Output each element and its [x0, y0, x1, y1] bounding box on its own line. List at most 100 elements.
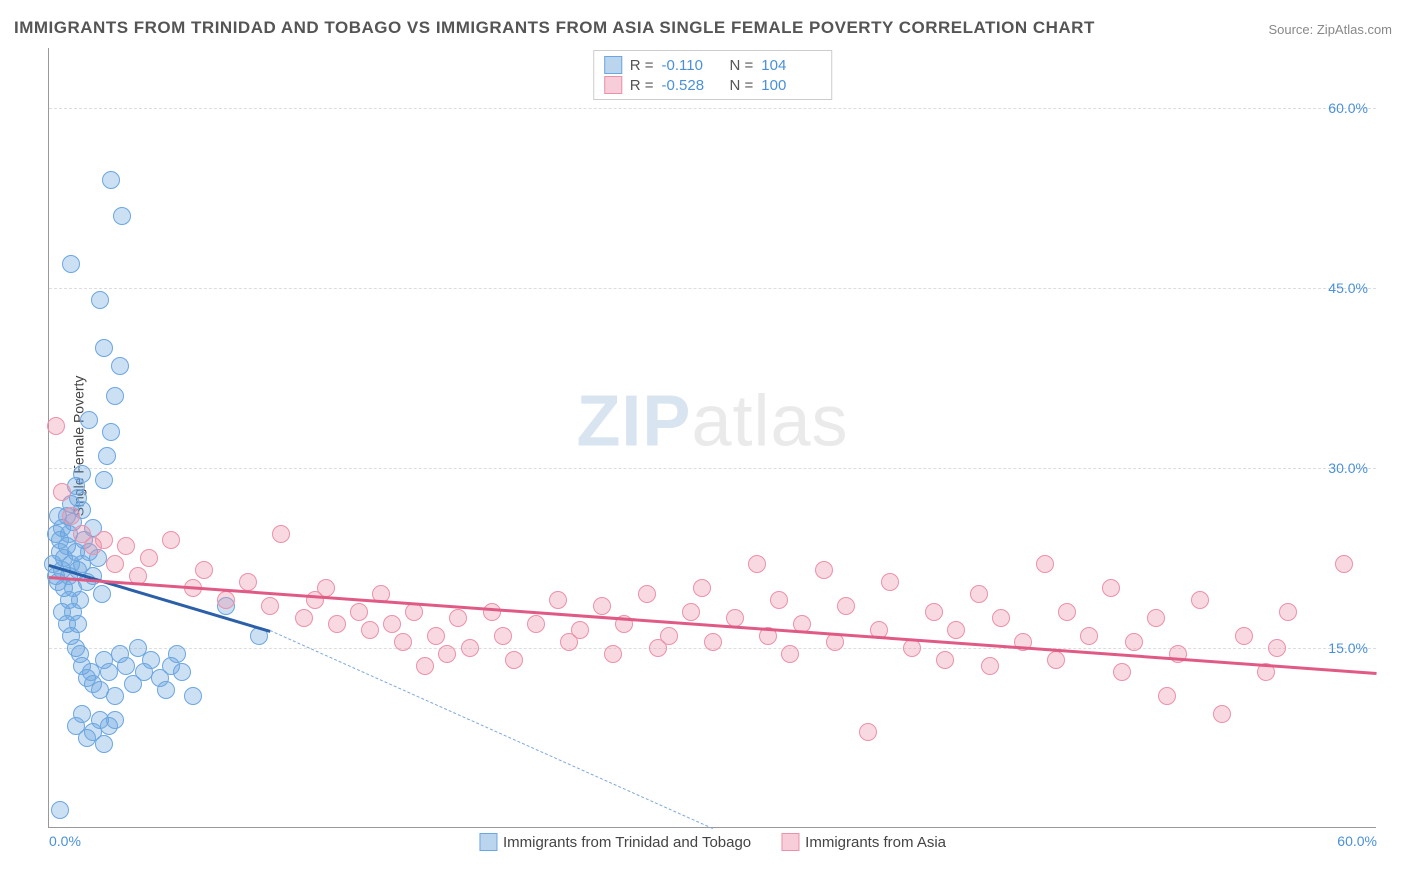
- legend-item: Immigrants from Trinidad and Tobago: [479, 833, 751, 851]
- data-point: [47, 417, 65, 435]
- data-point: [1102, 579, 1120, 597]
- n-label: N =: [730, 57, 754, 74]
- data-point: [100, 663, 118, 681]
- data-point: [416, 657, 434, 675]
- n-label: N =: [730, 77, 754, 94]
- data-point: [51, 801, 69, 819]
- data-point: [173, 663, 191, 681]
- data-point: [162, 531, 180, 549]
- data-point: [936, 651, 954, 669]
- data-point: [111, 357, 129, 375]
- y-tick-label: 60.0%: [1328, 100, 1368, 116]
- watermark: ZIPatlas: [576, 380, 848, 462]
- chart-title: IMMIGRANTS FROM TRINIDAD AND TOBAGO VS I…: [14, 18, 1095, 38]
- data-point: [168, 645, 186, 663]
- data-point: [903, 639, 921, 657]
- data-point: [881, 573, 899, 591]
- data-point: [117, 537, 135, 555]
- data-point: [394, 633, 412, 651]
- data-point: [106, 711, 124, 729]
- trend-line: [270, 630, 713, 829]
- data-point: [95, 339, 113, 357]
- data-point: [69, 615, 87, 633]
- data-point: [98, 447, 116, 465]
- y-tick-label: 30.0%: [1328, 460, 1368, 476]
- data-point: [449, 609, 467, 627]
- data-point: [157, 681, 175, 699]
- data-point: [95, 471, 113, 489]
- data-point: [427, 627, 445, 645]
- watermark-zip: ZIP: [576, 381, 691, 461]
- gridline: [49, 108, 1376, 109]
- data-point: [102, 423, 120, 441]
- data-point: [494, 627, 512, 645]
- chart-container: IMMIGRANTS FROM TRINIDAD AND TOBAGO VS I…: [0, 0, 1406, 892]
- data-point: [815, 561, 833, 579]
- legend-label: Immigrants from Trinidad and Tobago: [503, 834, 751, 851]
- data-point: [184, 687, 202, 705]
- stats-box: R =-0.110N =104R =-0.528N =100: [593, 50, 833, 100]
- data-point: [217, 591, 235, 609]
- data-point: [62, 507, 80, 525]
- plot-area: ZIPatlas R =-0.110N =104R =-0.528N =100 …: [48, 48, 1376, 828]
- data-point: [837, 597, 855, 615]
- data-point: [693, 579, 711, 597]
- data-point: [571, 621, 589, 639]
- data-point: [80, 411, 98, 429]
- data-point: [925, 603, 943, 621]
- gridline: [49, 468, 1376, 469]
- data-point: [859, 723, 877, 741]
- data-point: [549, 591, 567, 609]
- data-point: [62, 255, 80, 273]
- data-point: [505, 651, 523, 669]
- data-point: [53, 483, 71, 501]
- data-point: [106, 555, 124, 573]
- data-point: [73, 705, 91, 723]
- data-point: [195, 561, 213, 579]
- data-point: [47, 525, 65, 543]
- data-point: [328, 615, 346, 633]
- data-point: [95, 531, 113, 549]
- data-point: [113, 207, 131, 225]
- legend-swatch: [604, 56, 622, 74]
- data-point: [383, 615, 401, 633]
- stats-row: R =-0.110N =104: [604, 55, 822, 75]
- data-point: [1058, 603, 1076, 621]
- x-tick-label: 60.0%: [1337, 833, 1377, 849]
- y-tick-label: 45.0%: [1328, 280, 1368, 296]
- legend-swatch: [479, 833, 497, 851]
- r-value: -0.110: [662, 57, 722, 74]
- legend-label: Immigrants from Asia: [805, 834, 946, 851]
- data-point: [748, 555, 766, 573]
- data-point: [970, 585, 988, 603]
- data-point: [140, 549, 158, 567]
- data-point: [593, 597, 611, 615]
- data-point: [1158, 687, 1176, 705]
- data-point: [261, 597, 279, 615]
- data-point: [704, 633, 722, 651]
- data-point: [317, 579, 335, 597]
- data-point: [660, 627, 678, 645]
- data-point: [781, 645, 799, 663]
- n-value: 100: [761, 77, 821, 94]
- x-tick-label: 0.0%: [49, 833, 81, 849]
- data-point: [527, 615, 545, 633]
- data-point: [1213, 705, 1231, 723]
- legend-swatch: [604, 76, 622, 94]
- bottom-legend: Immigrants from Trinidad and Tobago Immig…: [479, 833, 946, 851]
- r-label: R =: [630, 77, 654, 94]
- y-tick-label: 15.0%: [1328, 640, 1368, 656]
- stats-row: R =-0.528N =100: [604, 75, 822, 95]
- data-point: [117, 657, 135, 675]
- data-point: [1047, 651, 1065, 669]
- data-point: [106, 387, 124, 405]
- data-point: [1125, 633, 1143, 651]
- data-point: [1191, 591, 1209, 609]
- data-point: [1268, 639, 1286, 657]
- data-point: [295, 609, 313, 627]
- data-point: [142, 651, 160, 669]
- gridline: [49, 288, 1376, 289]
- source-label: Source: ZipAtlas.com: [1268, 22, 1392, 37]
- r-label: R =: [630, 57, 654, 74]
- data-point: [992, 609, 1010, 627]
